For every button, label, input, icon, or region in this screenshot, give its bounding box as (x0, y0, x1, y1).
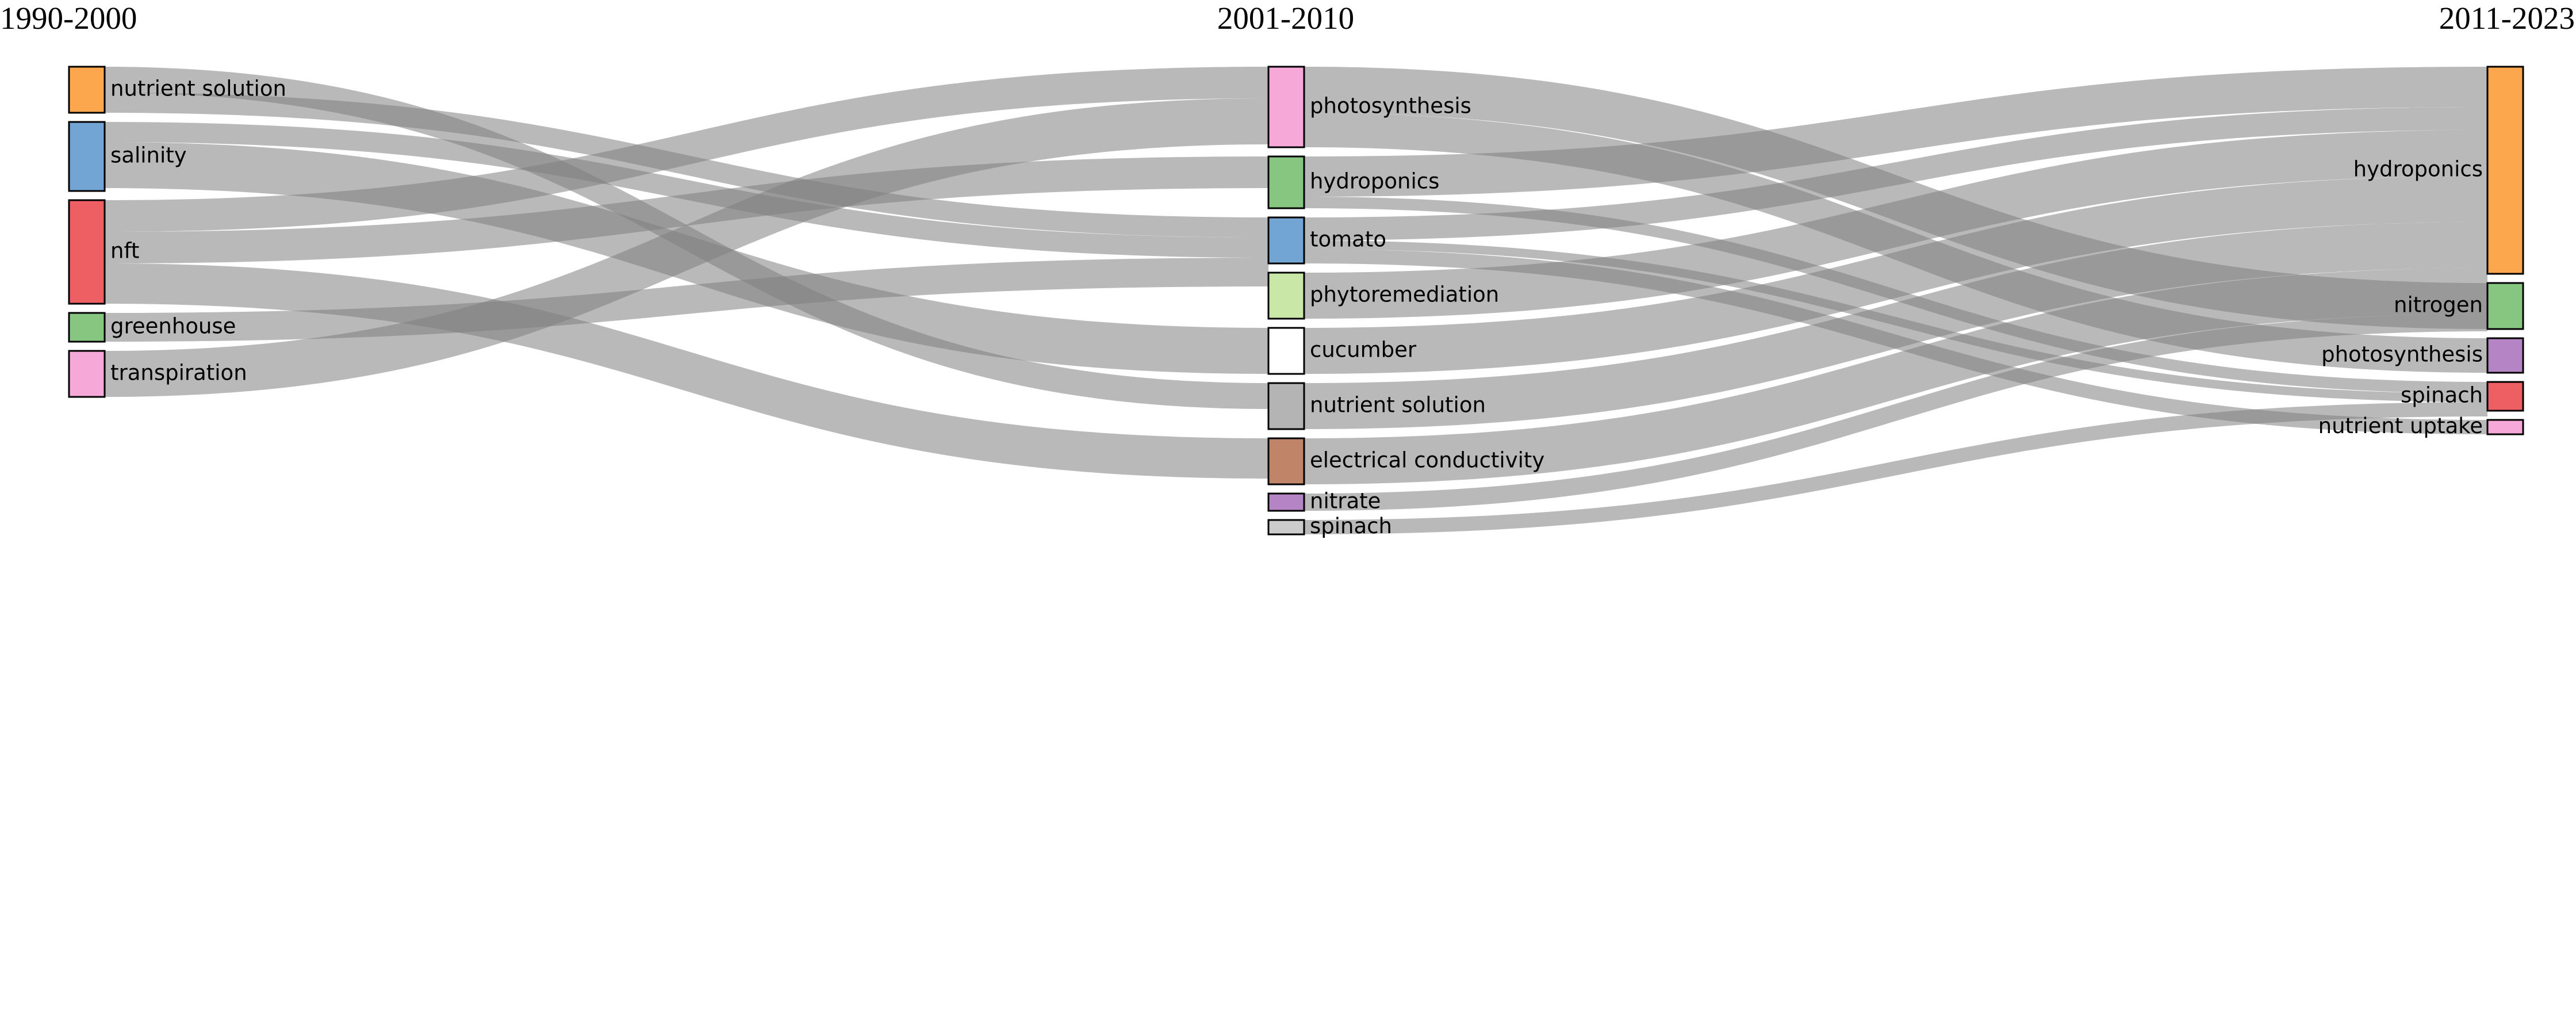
nodes-layer: nutrient solution salinity nft greenhouse tr… (68, 66, 2524, 538)
flow-cucumber-to-hydroponics (1304, 176, 2487, 374)
node-bar-photosynthesis (2486, 337, 2524, 374)
node-bar-greenhouse (68, 312, 106, 343)
node-1-nutrient-solution: nutrient solution (1267, 382, 1486, 430)
node-label-hydroponics: hydroponics (2353, 157, 2483, 182)
node-label-electrical-conductivity: electrical conductivity (1310, 448, 1544, 473)
node-bar-nft (68, 199, 106, 305)
flow-nutrient-solution-to-hydroponics (1304, 222, 2487, 429)
node-bar-hydroponics (1267, 155, 1305, 209)
node-label-nutrient-solution: nutrient solution (110, 77, 286, 101)
node-label-greenhouse: greenhouse (110, 314, 236, 339)
node-label-photosynthesis: photosynthesis (1310, 94, 1471, 118)
node-bar-cucumber (1267, 327, 1305, 375)
node-1-tomato: tomato (1267, 216, 1386, 265)
flow-spinach-to-spinach (1304, 402, 2487, 534)
links-layer (105, 67, 2487, 534)
node-2-nutrient-uptake: nutrient uptake (2318, 414, 2524, 438)
node-bar-salinity (68, 121, 106, 192)
flow-electrical-conductivity-to-hydroponics (1304, 268, 2487, 484)
node-0-salinity: salinity (68, 121, 187, 192)
node-label-photosynthesis: photosynthesis (2321, 342, 2483, 367)
node-label-transpiration: transpiration (110, 361, 247, 385)
column-header-1990-2000: 1990-2000 (0, 1, 137, 36)
node-0-greenhouse: greenhouse (68, 312, 236, 343)
node-bar-spinach (1267, 519, 1305, 536)
node-2-spinach: spinach (2401, 381, 2524, 412)
flow-nitrate-to-hydroponics (1304, 314, 2487, 511)
node-bar-hydroponics (2486, 66, 2524, 275)
node-label-hydroponics: hydroponics (1310, 169, 1439, 194)
node-1-electrical-conductivity: electrical conductivity (1267, 437, 1544, 485)
node-1-hydroponics: hydroponics (1267, 155, 1439, 209)
node-label-nft: nft (110, 239, 139, 263)
node-label-tomato: tomato (1310, 227, 1386, 252)
node-label-spinach: spinach (2401, 383, 2483, 408)
node-bar-nutrient-solution (68, 66, 106, 114)
flow-nft-to-photosynthesis (105, 67, 1268, 232)
flow-nft-to-hydroponics (105, 156, 1268, 263)
flow-salinity-to-tomato (105, 122, 1268, 258)
flow-hydroponics-to-hydroponics (1304, 67, 2487, 197)
node-1-spinach: spinach (1267, 514, 1392, 538)
flow-transpiration-to-photosynthesis (105, 98, 1268, 397)
node-0-nutrient-solution: nutrient solution (68, 66, 286, 114)
node-bar-spinach (2486, 381, 2524, 412)
node-bar-nutrient-uptake (2486, 419, 2524, 435)
node-label-nitrate: nitrate (1310, 489, 1381, 514)
node-label-salinity: salinity (110, 143, 187, 168)
node-1-cucumber: cucumber (1267, 327, 1417, 375)
node-bar-nutrient-solution (1267, 382, 1305, 430)
column-header-2011-2023: 2011-2023 (2439, 1, 2575, 36)
node-label-phytoremediation: phytoremediation (1310, 282, 1499, 307)
node-bar-phytoremediation (1267, 271, 1305, 320)
node-2-hydroponics: hydroponics (2353, 66, 2524, 275)
node-bar-transpiration (68, 350, 106, 398)
node-0-transpiration: transpiration (68, 350, 247, 398)
node-2-nitrogen: nitrogen (2394, 282, 2524, 330)
node-label-nitrogen: nitrogen (2394, 293, 2483, 318)
node-bar-electrical-conductivity (1267, 437, 1305, 485)
flow-phytoremediation-to-hydroponics (1304, 130, 2487, 319)
column-header-2001-2010: 2001-2010 (1217, 1, 1354, 36)
flow-tomato-to-hydroponics (1304, 107, 2487, 240)
node-label-nutrient-solution: nutrient solution (1310, 393, 1486, 418)
node-bar-tomato (1267, 216, 1305, 265)
node-label-cucumber: cucumber (1310, 338, 1417, 362)
node-bar-photosynthesis (1267, 66, 1305, 148)
node-0-nft: nft (68, 199, 139, 305)
node-1-phytoremediation: phytoremediation (1267, 271, 1499, 320)
node-label-nutrient-uptake: nutrient uptake (2318, 414, 2483, 438)
node-label-spinach: spinach (1310, 514, 1392, 538)
node-bar-nitrate (1267, 492, 1305, 512)
column-headers: 1990-2000 2001-2010 2011-2023 (0, 1, 2575, 36)
node-2-photosynthesis: photosynthesis (2321, 337, 2524, 374)
flow-greenhouse-to-tomato (105, 258, 1268, 342)
node-1-photosynthesis: photosynthesis (1267, 66, 1471, 148)
node-1-nitrate: nitrate (1267, 489, 1381, 514)
node-bar-nitrogen (2486, 282, 2524, 330)
